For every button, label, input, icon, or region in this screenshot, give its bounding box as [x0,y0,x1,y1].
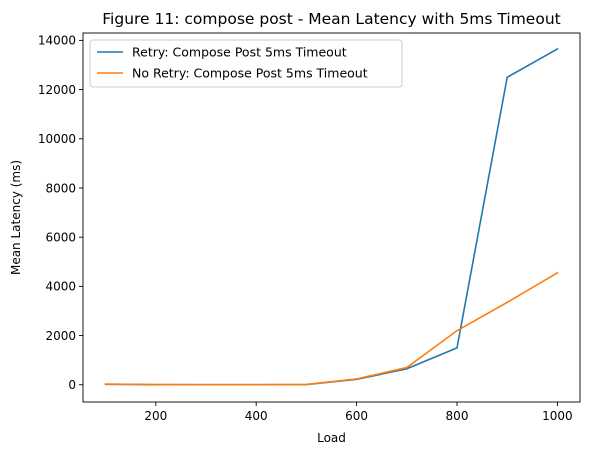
legend-label-1: Retry: Compose Post 5ms Timeout [132,45,347,60]
series-line-1 [104,47,559,386]
x-tick-label: 400 [245,409,268,423]
legend-box [89,39,403,88]
legend-label-2: No Retry: Compose Post 5ms Timeout [132,66,368,81]
y-axis-label: Mean Latency (ms) [9,160,23,275]
x-tick-label: 1000 [542,409,573,423]
series-line-2 [104,271,559,386]
axes: 200 400 600 800 1000020004000600080001000012… [38,32,581,423]
y-tick-label: 12000 [38,83,76,97]
y-tick-label: 10000 [38,132,76,146]
y-tick-label: 4000 [45,280,76,294]
x-tick-label: 600 [345,409,368,423]
y-tick-label: 14000 [38,34,76,48]
axes-frame [82,32,581,403]
legend: Retry: Compose Post 5ms Timeout No Retry:… [89,39,403,88]
x-tick-label: 800 [446,409,469,423]
x-axis-label: Load [317,431,346,445]
plot-area [104,47,559,386]
y-tick-label: 8000 [45,181,76,195]
x-tick-label: 200 [144,409,167,423]
y-tick-label: 2000 [45,329,76,343]
chart-title: Figure 11: compose post - Mean Latency w… [102,10,560,28]
y-tick-label: 6000 [45,230,76,244]
y-tick-label: 0 [68,378,76,392]
